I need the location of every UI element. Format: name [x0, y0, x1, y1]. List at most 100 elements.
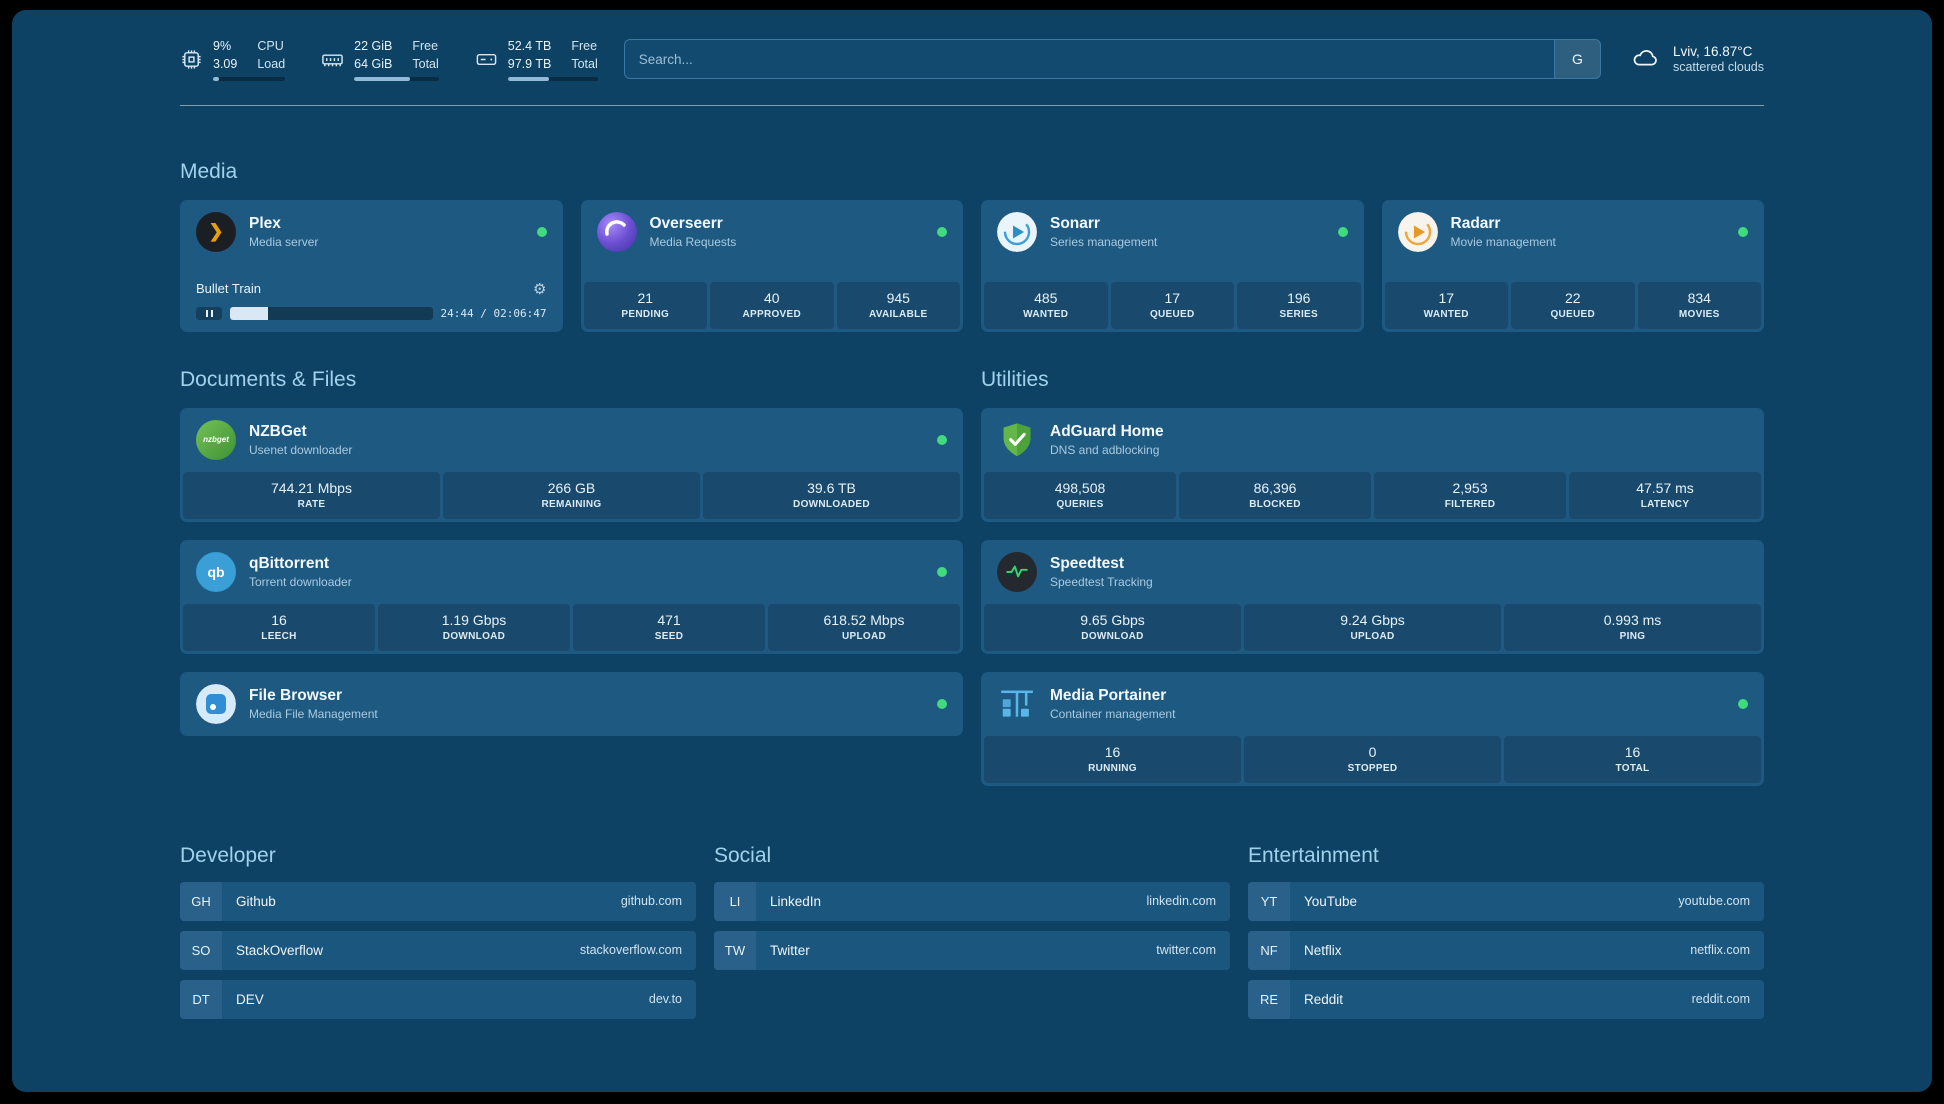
service-card-overseerr[interactable]: Overseerr Media Requests 21 PENDING 40 APP… — [580, 199, 963, 332]
bookmark-group-social: Social LI LinkedIn linkedin.com TW Twitt… — [714, 844, 1230, 970]
search-provider-button[interactable]: G — [1553, 40, 1600, 79]
service-name: AdGuard Home — [1050, 422, 1164, 440]
stat-downloaded: 39.6 TB DOWNLOADED — [703, 471, 960, 519]
stat-running: 16 RUNNING — [984, 735, 1241, 783]
top-bar: 9% 3.09 CPU Load — [180, 38, 1764, 81]
bookmark-abbr: LI — [714, 881, 756, 921]
search-input[interactable] — [624, 40, 1554, 79]
service-card-qbittorrent[interactable]: qb qBittorrent Torrent downloader 16 LEEC… — [180, 539, 963, 654]
cpu-usage-value: 9% — [213, 39, 232, 53]
bookmark-reddit[interactable]: RE Reddit reddit.com — [1248, 979, 1764, 1019]
service-name: Sonarr — [1050, 214, 1100, 232]
bookmark-name: YouTube — [1304, 893, 1358, 909]
stat-total: 16 TOTAL — [1504, 735, 1761, 783]
bookmark-domain: github.com — [620, 894, 682, 909]
service-subtitle: Container management — [1050, 706, 1176, 721]
service-name: Media Portainer — [1050, 686, 1167, 704]
bookmark-abbr: DT — [180, 979, 222, 1019]
service-card-filebrowser[interactable]: File Browser Media File Management — [180, 671, 963, 736]
weather-widget[interactable]: Lviv, 16.87°C scattered clouds — [1627, 43, 1764, 76]
bookmark-name: LinkedIn — [770, 893, 822, 909]
bookmark-domain: dev.to — [648, 992, 682, 1007]
pause-button[interactable] — [196, 306, 222, 320]
service-name: Plex — [249, 214, 281, 232]
service-card-adguard[interactable]: AdGuard Home DNS and adblocking 498,508 Q… — [981, 407, 1764, 522]
disk-total-value: 97.9 TB — [507, 56, 552, 71]
bookmark-twitter[interactable]: TW Twitter twitter.com — [714, 930, 1230, 970]
service-name: Speedtest — [1050, 554, 1125, 572]
bookmark-netflix[interactable]: NF Netflix netflix.com — [1248, 930, 1764, 970]
service-card-plex[interactable]: ❯ Plex Media server Bullet Train ⚙ — [180, 199, 563, 332]
bookmark-domain: youtube.com — [1678, 894, 1750, 909]
service-subtitle: Media Requests — [649, 234, 737, 249]
radarr-icon — [1397, 211, 1438, 252]
bookmark-linkedin[interactable]: LI LinkedIn linkedin.com — [714, 881, 1230, 921]
sonarr-icon — [997, 211, 1037, 252]
section-title-documents: Documents & Files — [180, 367, 357, 391]
bookmark-dev[interactable]: DT DEV dev.to — [180, 979, 696, 1019]
dashboard: 9% 3.09 CPU Load — [12, 10, 1932, 1092]
stat-rate: 744.21 Mbps RATE — [183, 471, 440, 519]
section-title-developer: Developer — [180, 843, 276, 867]
cpu-icon — [180, 48, 203, 71]
bookmark-name: StackOverflow — [236, 942, 324, 958]
stat-wanted: 485 WANTED — [984, 281, 1108, 329]
status-dot — [937, 434, 947, 445]
bookmark-abbr: GH — [180, 881, 222, 921]
overseerr-icon — [596, 211, 637, 252]
service-subtitle: Speedtest Tracking — [1050, 574, 1153, 589]
service-name: qBittorrent — [249, 554, 330, 572]
memory-icon — [321, 48, 344, 71]
cloud-icon — [1627, 43, 1663, 76]
service-card-sonarr[interactable]: Sonarr Series management 485 WANTED 17 QUE… — [981, 199, 1364, 332]
service-card-portainer[interactable]: Media Portainer Container management 16 R… — [981, 671, 1764, 786]
memory-free-label: Free — [412, 39, 439, 53]
disk-free-value: 52.4 TB — [507, 39, 552, 53]
bookmark-name: Reddit — [1304, 991, 1344, 1007]
stat-stopped: 0 STOPPED — [1244, 735, 1501, 783]
gear-icon[interactable]: ⚙ — [533, 280, 547, 298]
disk-meter — [507, 76, 598, 81]
filebrowser-icon — [196, 683, 236, 724]
playback-progress-bar[interactable] — [230, 306, 433, 320]
stat-filtered: 2,953 FILTERED — [1374, 471, 1566, 519]
service-subtitle: Media File Management — [249, 706, 378, 721]
cpu-load-label: Load — [257, 56, 286, 71]
status-dot — [937, 566, 947, 577]
header-divider — [180, 104, 1764, 106]
search-bar[interactable]: G — [623, 39, 1601, 80]
plex-icon: ❯ — [196, 211, 236, 252]
disk-widget: 52.4 TB 97.9 TB Free Total — [475, 38, 598, 81]
adguard-icon — [997, 420, 1037, 460]
service-card-nzbget[interactable]: nzbget NZBGet Usenet downloader 744.21 M… — [180, 407, 963, 522]
weather-condition: scattered clouds — [1672, 60, 1764, 75]
status-dot — [937, 226, 947, 237]
documents-section: Documents & Files nzbget NZBGet Usenet d… — [180, 368, 963, 736]
bookmark-domain: twitter.com — [1156, 943, 1216, 958]
service-name: NZBGet — [249, 422, 307, 440]
section-title-utilities: Utilities — [981, 367, 1049, 391]
service-subtitle: Media server — [249, 234, 319, 249]
qbittorrent-icon: qb — [196, 551, 236, 592]
service-card-speedtest[interactable]: Speedtest Speedtest Tracking 9.65 Gbps DO… — [981, 539, 1764, 654]
utilities-section: Utilities AdGuard Home — [981, 368, 1764, 786]
playback-time: 24:44 / 02:06:47 — [440, 306, 547, 320]
bookmark-abbr: NF — [1248, 930, 1290, 970]
bookmark-abbr: RE — [1248, 979, 1290, 1019]
service-name: Overseerr — [649, 214, 723, 232]
bookmark-youtube[interactable]: YT YouTube youtube.com — [1248, 881, 1764, 921]
stat-pending: 21 PENDING — [583, 281, 707, 329]
stat-seed: 471 SEED — [573, 603, 765, 651]
bookmark-github[interactable]: GH Github github.com — [180, 881, 696, 921]
section-title-entertainment: Entertainment — [1248, 843, 1379, 867]
bookmark-name: Netflix — [1304, 942, 1342, 958]
status-dot — [536, 226, 547, 237]
disk-free-label: Free — [571, 39, 598, 53]
resource-widgets: 9% 3.09 CPU Load — [180, 38, 598, 81]
cpu-meter — [213, 76, 286, 81]
stat-download: 9.65 Gbps DOWNLOAD — [984, 603, 1241, 651]
stat-queries: 498,508 QUERIES — [984, 471, 1176, 519]
bookmark-stackoverflow[interactable]: SO StackOverflow stackoverflow.com — [180, 930, 696, 970]
service-card-radarr[interactable]: Radarr Movie management 17 WANTED 22 QUEUE… — [1381, 199, 1764, 332]
weather-location: Lviv, 16.87°C — [1672, 44, 1753, 60]
